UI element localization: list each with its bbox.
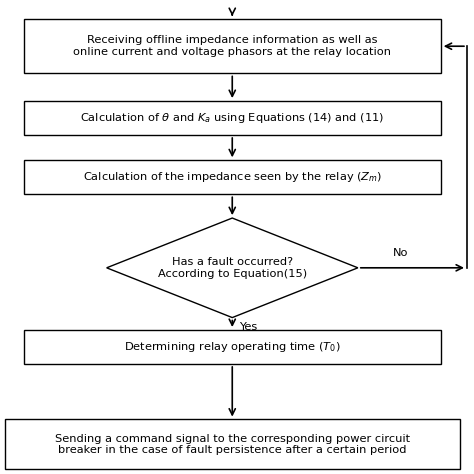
Text: Receiving offline impedance information as well as
online current and voltage ph: Receiving offline impedance information …	[73, 36, 391, 57]
Text: Calculation of $\theta$ and $K_a$ using Equations (14) and (11): Calculation of $\theta$ and $K_a$ using …	[80, 111, 384, 125]
Text: No: No	[393, 248, 408, 258]
Text: Sending a command signal to the corresponding power circuit
breaker in the case : Sending a command signal to the correspo…	[55, 434, 410, 455]
FancyBboxPatch shape	[24, 160, 441, 194]
FancyBboxPatch shape	[24, 19, 441, 73]
FancyBboxPatch shape	[24, 330, 441, 364]
Text: Determining relay operating time ($T_0$): Determining relay operating time ($T_0$)	[124, 340, 341, 354]
Text: Calculation of the impedance seen by the relay ($Z_m$): Calculation of the impedance seen by the…	[82, 170, 382, 184]
Polygon shape	[107, 218, 358, 318]
FancyBboxPatch shape	[24, 101, 441, 135]
FancyBboxPatch shape	[5, 419, 460, 469]
Text: Yes: Yes	[239, 322, 258, 332]
Text: Has a fault occurred?
According to Equation(15): Has a fault occurred? According to Equat…	[158, 257, 307, 279]
